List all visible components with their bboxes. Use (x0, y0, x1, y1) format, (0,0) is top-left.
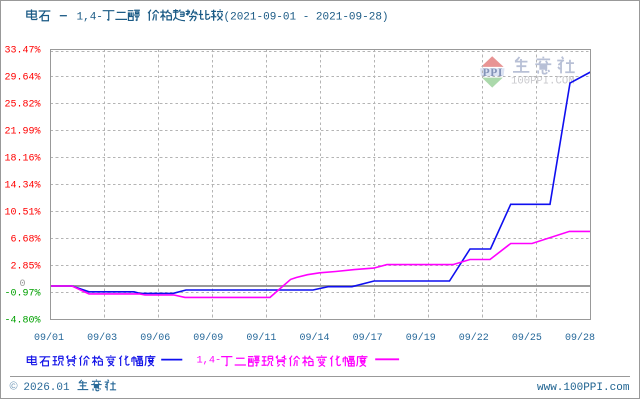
svg-text:18.16%: 18.16% (4, 154, 40, 165)
svg-text:25.82%: 25.82% (4, 100, 40, 111)
svg-text:PPI: PPI (483, 67, 503, 79)
svg-text:09/22: 09/22 (459, 332, 489, 344)
svg-text:09/09: 09/09 (193, 332, 223, 344)
svg-text:0: 0 (19, 279, 25, 290)
svg-text:1,4-: 1,4- (197, 355, 222, 367)
svg-text:09/01: 09/01 (34, 332, 64, 344)
svg-text:29.64%: 29.64% (4, 73, 40, 84)
svg-text:09/14: 09/14 (299, 332, 329, 344)
svg-text:6.68%: 6.68% (10, 235, 40, 246)
svg-text:09/11: 09/11 (246, 332, 276, 344)
svg-text:21.99%: 21.99% (4, 127, 40, 138)
svg-text:-4.80%: -4.80% (4, 316, 40, 327)
svg-text:(2021-09-01 - 2021-09-28): (2021-09-01 - 2021-09-28) (224, 12, 389, 24)
svg-text:33.47%: 33.47% (4, 46, 40, 57)
svg-text:©: © (10, 380, 18, 392)
svg-text:2.85%: 2.85% (10, 262, 40, 273)
svg-text:100PPI.COM: 100PPI.COM (511, 76, 575, 88)
svg-text:09/03: 09/03 (87, 332, 117, 344)
svg-text:09/17: 09/17 (353, 332, 383, 344)
svg-text:14.34%: 14.34% (4, 181, 40, 192)
svg-text:09/19: 09/19 (406, 332, 436, 344)
svg-text:09/06: 09/06 (140, 332, 170, 344)
svg-text:10.51%: 10.51% (4, 208, 40, 219)
svg-text:09/28: 09/28 (565, 332, 595, 344)
svg-text:2026.01: 2026.01 (23, 382, 70, 394)
svg-text:09/25: 09/25 (512, 332, 542, 344)
svg-text:www.100PPI.com: www.100PPI.com (537, 382, 630, 394)
svg-text:1,4-: 1,4- (77, 12, 103, 24)
svg-text:-0.97%: -0.97% (4, 289, 40, 300)
